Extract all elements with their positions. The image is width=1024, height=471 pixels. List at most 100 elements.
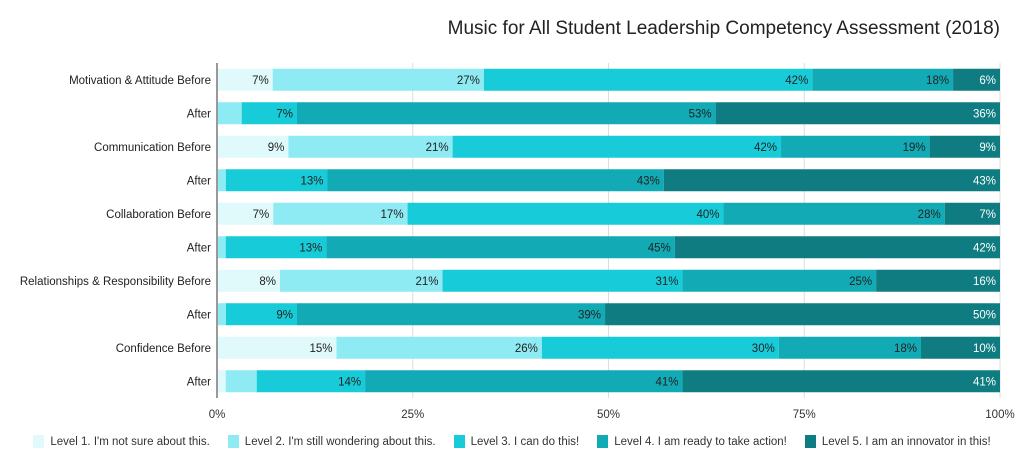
legend-item: Level 2. I'm still wondering about this. (227, 435, 436, 448)
legend-swatch (804, 435, 816, 448)
bar-segment (715, 102, 1000, 125)
bar-segment (218, 202, 274, 225)
data-label: 42% (785, 75, 808, 87)
x-tick-label: 25% (401, 409, 424, 421)
legend-label: Level 2. I'm still wondering about this. (244, 435, 436, 448)
bar-segment (327, 169, 664, 192)
chart-title: Music for All Student Leadership Compete… (447, 18, 1000, 39)
bar-segment (326, 236, 675, 259)
data-label: 27% (457, 75, 480, 87)
data-label: 15% (309, 343, 332, 355)
bar-segment (781, 135, 930, 158)
bar-segment (225, 370, 257, 393)
legend-item: Level 1. I'm not sure about this. (33, 435, 210, 448)
bar-segment (953, 68, 1000, 91)
bar-segment (442, 269, 683, 292)
data-label: 43% (637, 175, 660, 187)
bar-segment (876, 269, 1000, 292)
data-label: 42% (973, 242, 996, 254)
data-label: 42% (754, 142, 777, 154)
data-label: 14% (338, 376, 361, 388)
legend-swatch (597, 435, 609, 448)
bar-segment (778, 336, 922, 359)
data-label: 41% (973, 376, 996, 388)
category-label: After (187, 309, 211, 321)
data-label: 21% (416, 276, 439, 288)
bar-segment (288, 135, 453, 158)
legend-item: Level 5. I am an innovator in this! (804, 435, 991, 448)
bar-segment (541, 336, 779, 359)
legend-swatch (453, 435, 465, 448)
bar-segment (279, 269, 443, 292)
bar-segment (605, 303, 1000, 326)
data-label: 9% (979, 142, 996, 154)
bar-segment (218, 269, 280, 292)
data-label: 7% (253, 209, 270, 221)
legend-label: Level 4. I am ready to take action! (614, 435, 787, 448)
data-label: 43% (973, 175, 996, 187)
data-label: 18% (926, 75, 949, 87)
bar-segment (218, 169, 226, 192)
bar-segment (365, 370, 683, 393)
bar-segment (218, 336, 337, 359)
bar-segment (407, 202, 724, 225)
bar-segment (296, 102, 716, 125)
bar-segment (218, 68, 273, 91)
x-tick-label: 50% (597, 409, 620, 421)
category-label: Relationships & Responsibility Before (20, 276, 211, 288)
legend-item: Level 3. I can do this! (453, 435, 580, 448)
legend-swatch (33, 435, 45, 448)
bar-segment (218, 370, 226, 393)
data-label: 41% (656, 376, 679, 388)
bar-segment (812, 68, 954, 91)
bar-segment (218, 135, 289, 158)
x-tick-label: 0% (209, 409, 226, 421)
category-label: After (187, 242, 211, 254)
category-label: After (187, 376, 211, 388)
x-tick-label: 100% (985, 409, 1014, 421)
bar-segment (225, 169, 328, 192)
data-label: 19% (903, 142, 926, 154)
data-label: 7% (252, 75, 269, 87)
data-label: 26% (515, 343, 538, 355)
data-label: 31% (656, 276, 679, 288)
bar-segment (921, 336, 1000, 359)
data-label: 18% (894, 343, 917, 355)
data-label: 36% (973, 108, 996, 120)
bar-segment (272, 68, 484, 91)
data-label: 10% (973, 343, 996, 355)
data-label: 39% (578, 309, 601, 321)
legend-item: Level 4. I am ready to take action! (597, 435, 787, 448)
bar-segment (218, 303, 226, 326)
bar-segment (241, 102, 297, 125)
data-label: 8% (259, 276, 276, 288)
bar-segment (682, 269, 877, 292)
plot-area: 0% 25% 50% 75% 100% Motivation & Attitude Bef… (20, 63, 1015, 421)
category-label: Motivation & Attitude Before (69, 75, 211, 87)
data-label: 53% (689, 108, 712, 120)
legend-label: Level 1. I'm not sure about this. (50, 435, 210, 448)
data-label: 13% (299, 242, 322, 254)
category-label: Collaboration Before (106, 209, 211, 221)
data-label: 6% (979, 75, 996, 87)
bar-segment (336, 336, 542, 359)
data-label: 9% (276, 309, 293, 321)
data-label: 25% (849, 276, 872, 288)
bar-segment (452, 135, 782, 158)
bar-segment (944, 202, 1000, 225)
bar-segment (483, 68, 813, 91)
legend-label: Level 5. I am an innovator in this! (821, 435, 991, 448)
data-label: 7% (276, 108, 293, 120)
bar-segment (256, 370, 366, 393)
bar-segment (929, 135, 1000, 158)
bar-segment (663, 169, 1000, 192)
bar-segment (273, 202, 408, 225)
bar-segment (225, 236, 327, 259)
legend: Level 1. I'm not sure about this. Level 2… (0, 435, 1024, 448)
legend-label: Level 3. I can do this! (470, 435, 580, 448)
bar-segment (225, 303, 297, 326)
data-label: 17% (381, 209, 404, 221)
category-label: After (187, 108, 211, 120)
data-label: 9% (268, 142, 285, 154)
